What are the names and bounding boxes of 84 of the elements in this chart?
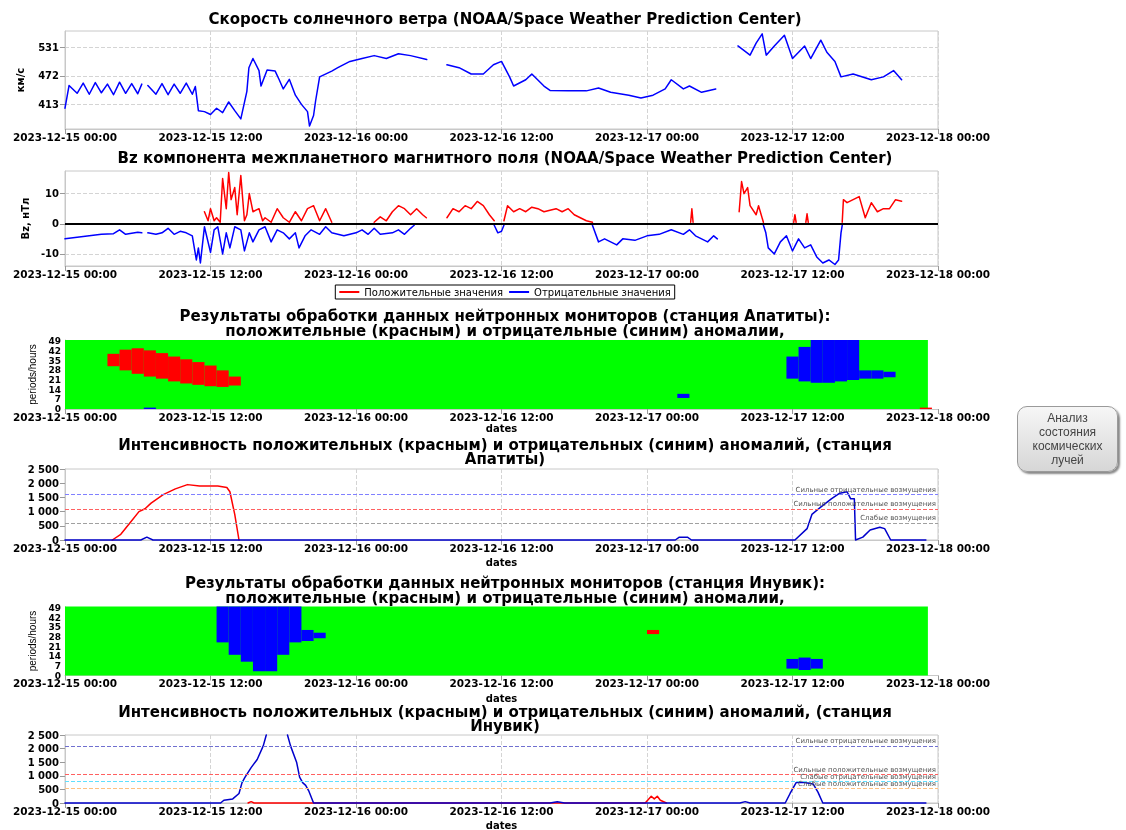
y-tick-label: 1 500 (27, 491, 60, 503)
y-tick-label: 472 (38, 70, 60, 82)
x-tick-label: 2023-12-17 00:00 (594, 804, 700, 817)
x-tick-label: 2023-12-18 00:00 (885, 677, 991, 689)
y-tick-label: 21 (48, 641, 61, 652)
x-tick-label: 2023-12-16 00:00 (303, 541, 409, 554)
chart-title: Результаты обработки данных нейтронных мониторов (станция Инувик): (184, 574, 826, 592)
x-tick-label: 2023-12-15 12:00 (158, 410, 263, 423)
y-tick-label: 49 (48, 602, 61, 613)
y-tick-label: 7 (54, 660, 61, 671)
x-tick-label: 2023-12-15 12:00 (158, 267, 263, 280)
legend-label: Отрицательные значения (534, 286, 671, 298)
x-tick-label: 2023-12-16 00:00 (303, 130, 409, 143)
x-tick-label: 2023-12-16 12:00 (449, 130, 554, 143)
y-tick-label: 35 (48, 355, 61, 366)
y-tick-label: 413 (38, 98, 60, 110)
chart-title: Интенсивность положительных (красным) и отрицательных (синим) аномалий, (станция Инувик) (118, 703, 892, 735)
y-tick-label: 14 (48, 384, 61, 395)
y-tick-label: 500 (38, 520, 60, 532)
x-tick-label: 2023-12-17 00:00 (594, 267, 700, 280)
y-tick-label: 1 000 (27, 506, 60, 518)
x-axis-title: dates (485, 422, 518, 434)
x-tick-label: 2023-12-16 00:00 (303, 267, 409, 280)
x-tick-label: 2023-12-16 00:00 (303, 410, 409, 423)
x-tick-label: 2023-12-17 12:00 (740, 130, 845, 143)
x-axis-title: dates (485, 820, 518, 830)
y-tick-label: 1 500 (27, 756, 60, 768)
chart-title: Результаты обработки данных нейтронных мониторов (станция Апатиты): (179, 307, 831, 325)
x-tick-label: 2023-12-15 12:00 (158, 804, 263, 817)
x-tick-label: 2023-12-16 00:00 (303, 804, 409, 817)
y-tick-label: 42 (48, 612, 61, 623)
x-tick-label: 2023-12-17 12:00 (740, 410, 845, 423)
y-axis-title: км/с (14, 67, 26, 93)
y-tick-label: 10 (45, 188, 60, 200)
y-tick-label: 1 000 (27, 770, 60, 782)
y-tick-label: 2 500 (27, 729, 60, 741)
x-tick-label: 2023-12-16 00:00 (303, 677, 409, 689)
chart-title: Bz компонента межпланетного магнитного поля (NOAA/Space Weather Prediction Center) (117, 149, 893, 167)
x-tick-label: 2023-12-17 00:00 (594, 130, 700, 143)
x-axis-title: dates (485, 557, 518, 569)
y-tick-label: 28 (48, 631, 61, 642)
x-tick-label: 2023-12-16 12:00 (449, 804, 554, 817)
y-axis-title: Bz, нТл (19, 197, 31, 240)
y-tick-label: 531 (38, 41, 60, 53)
x-tick-label: 2023-12-17 12:00 (740, 677, 845, 689)
x-tick-label: 2023-12-17 00:00 (594, 677, 700, 689)
y-tick-label: 500 (38, 783, 60, 795)
y-tick-label: 35 (48, 622, 61, 633)
x-tick-label: 2023-12-18 00:00 (885, 410, 991, 423)
y-tick-label: 2 500 (27, 463, 60, 475)
x-tick-label: 2023-12-18 00:00 (885, 541, 991, 554)
y-tick-label: 14 (48, 651, 61, 662)
y-tick-label: 2 000 (27, 743, 60, 755)
x-tick-label: 2023-12-17 12:00 (740, 804, 845, 817)
x-tick-label: 2023-12-15 00:00 (12, 267, 118, 280)
x-tick-label: 2023-12-17 12:00 (740, 267, 845, 280)
x-tick-label: 2023-12-18 00:00 (885, 130, 991, 143)
y-tick-label: -10 (40, 248, 60, 260)
y-tick-label: 42 (48, 346, 61, 357)
x-tick-label: 2023-12-18 00:00 (885, 804, 991, 817)
x-tick-label: 2023-12-15 12:00 (158, 130, 263, 143)
x-tick-label: 2023-12-17 00:00 (594, 541, 700, 554)
chart-title: Интенсивность положительных (красным) и отрицательных (синим) аномалий, (станция Апатиты) (118, 436, 892, 468)
y-axis-title: periods/hours (27, 344, 39, 405)
y-tick-label: 28 (48, 365, 61, 376)
y-tick-label: 21 (48, 375, 61, 386)
x-tick-label: 2023-12-15 00:00 (12, 130, 118, 143)
x-axis-title: dates (485, 692, 518, 704)
x-tick-label: 2023-12-17 12:00 (740, 541, 845, 554)
y-tick-label: 2 000 (27, 477, 60, 489)
x-tick-label: 2023-12-16 12:00 (449, 410, 554, 423)
x-tick-label: 2023-12-16 12:00 (449, 267, 554, 280)
x-tick-label: 2023-12-16 12:00 (449, 677, 554, 689)
chart-title: Скорость солнечного ветра (NOAA/Space Weather Prediction Center) (208, 10, 802, 28)
x-tick-label: 2023-12-17 00:00 (594, 410, 700, 423)
x-tick-label: 2023-12-15 12:00 (158, 677, 263, 689)
x-tick-label: 2023-12-15 12:00 (158, 541, 263, 554)
y-tick-label: 7 (54, 394, 61, 405)
x-tick-label: 2023-12-18 00:00 (885, 267, 991, 280)
y-axis-title: periods/hours (27, 610, 39, 672)
y-tick-label: 49 (48, 336, 61, 347)
y-tick-label: 0 (52, 218, 60, 230)
x-tick-label: 2023-12-16 12:00 (449, 541, 554, 554)
legend-label: Положительные значения (364, 286, 504, 298)
